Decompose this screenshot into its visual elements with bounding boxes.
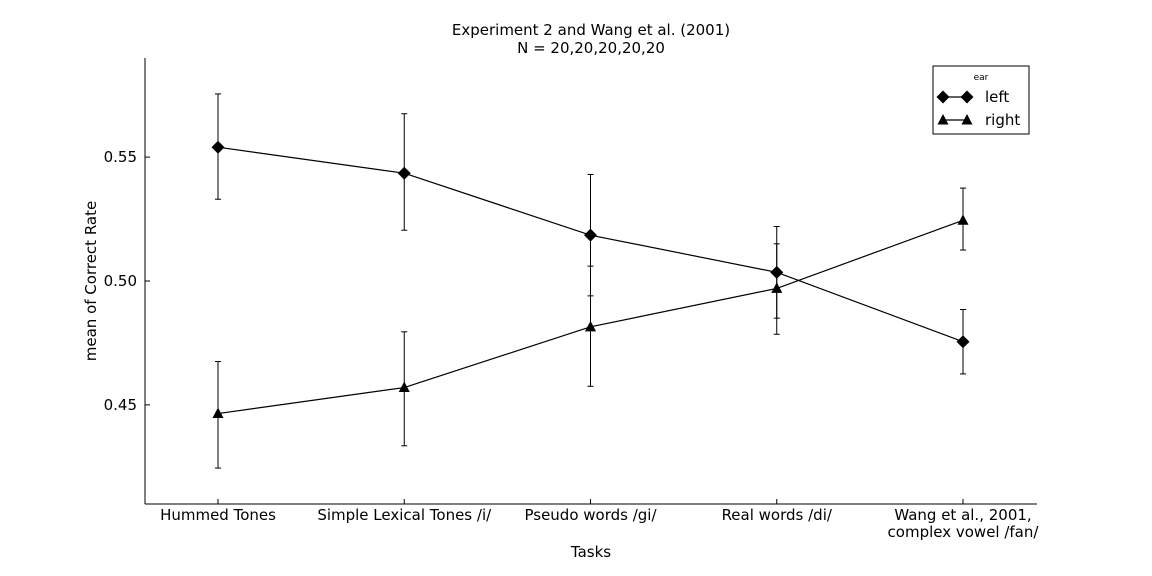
x-ticks: Hummed Tones Simple Lexical Tones /i/Pseu… xyxy=(160,499,1039,541)
legend-marker xyxy=(936,90,950,104)
data-point xyxy=(585,320,596,332)
y-ticks: 0.45 0.50 0.55 xyxy=(104,148,150,414)
x-tick-label: Pseudo words /gi/ xyxy=(524,506,657,524)
data-point xyxy=(584,228,597,242)
x-tick-label: Hummed Tones xyxy=(160,506,276,524)
legend-marker xyxy=(961,114,973,125)
x-tick-label: Real words /di/ xyxy=(722,506,833,524)
chart-title: Experiment 2 and Wang et al. (2001) xyxy=(452,21,730,39)
series-left xyxy=(211,93,970,375)
legend-label: right xyxy=(985,111,1020,129)
data-point xyxy=(212,407,224,419)
legend-box xyxy=(932,65,1030,135)
series-layer xyxy=(211,93,970,469)
y-axis-label: mean of Correct Rate xyxy=(82,201,100,361)
legend-title: ear xyxy=(974,73,989,83)
legend: ear left right xyxy=(932,65,1030,135)
series-right xyxy=(212,187,969,469)
x-tick-label: complex vowel /fan/ xyxy=(888,523,1040,541)
data-point xyxy=(956,335,970,349)
y-tick-label: 0.45 xyxy=(104,396,137,414)
legend-marker xyxy=(960,90,974,104)
x-axis-label: Tasks xyxy=(570,543,611,561)
y-tick-label: 0.50 xyxy=(104,272,137,290)
plot-area: 0.45 0.50 0.55 Hummed Tones Simple Lexical … xyxy=(104,58,1039,541)
data-point xyxy=(771,282,783,293)
y-tick-label: 0.55 xyxy=(104,148,137,166)
x-tick-label: Wang et al., 2001, xyxy=(894,506,1031,524)
legend-entry-left: left xyxy=(936,88,1009,106)
legend-entry-right: right xyxy=(937,111,1020,129)
chart-subtitle: N = 20,20,20,20,20 xyxy=(517,39,665,57)
legend-label: left xyxy=(985,88,1009,106)
data-point xyxy=(211,140,225,154)
x-tick-label: Simple Lexical Tones /i/ xyxy=(317,506,492,524)
data-point xyxy=(398,381,410,393)
legend-entries: left right xyxy=(936,88,1020,129)
legend-marker xyxy=(937,114,949,125)
data-point xyxy=(957,214,969,225)
data-point xyxy=(397,166,411,180)
